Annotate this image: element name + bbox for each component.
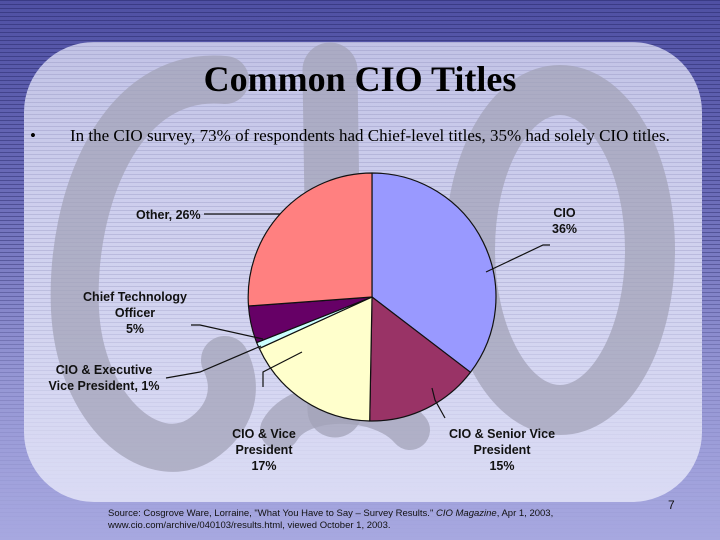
leader-cto: [191, 324, 264, 340]
leader-senior-vp: [431, 387, 446, 419]
slide-title: Common CIO Titles: [203, 59, 517, 99]
label-senior-vp: CIO & Senior Vice President 15%: [448, 427, 556, 473]
bullet-dot: •: [30, 126, 36, 145]
leader-lines: [165, 213, 550, 419]
leader-vp: [262, 351, 303, 387]
label-evp: CIO & Executive Vice President, 1%: [48, 363, 160, 393]
slice-cio: [371, 172, 497, 373]
slice-senior-vp: [369, 296, 472, 422]
publication-name: CIO Magazine: [435, 508, 497, 519]
slice-other: [247, 172, 373, 307]
leader-evp: [165, 345, 262, 379]
label-cio: CIO 36%: [552, 206, 578, 236]
slice-vp: [258, 296, 373, 422]
label-cto: Chief Technology Officer 5%: [83, 290, 187, 336]
source-citation: Source: Cosgrove Ware, Lorraine, "What Y…: [108, 508, 554, 531]
bullet-text: In the CIO survey, 73% of respondents ha…: [70, 126, 670, 145]
label-vp: CIO & Vice President 17%: [232, 427, 296, 473]
label-other: Other, 26%: [136, 208, 201, 222]
leader-cio: [485, 244, 550, 273]
page-number: 7: [668, 498, 675, 512]
